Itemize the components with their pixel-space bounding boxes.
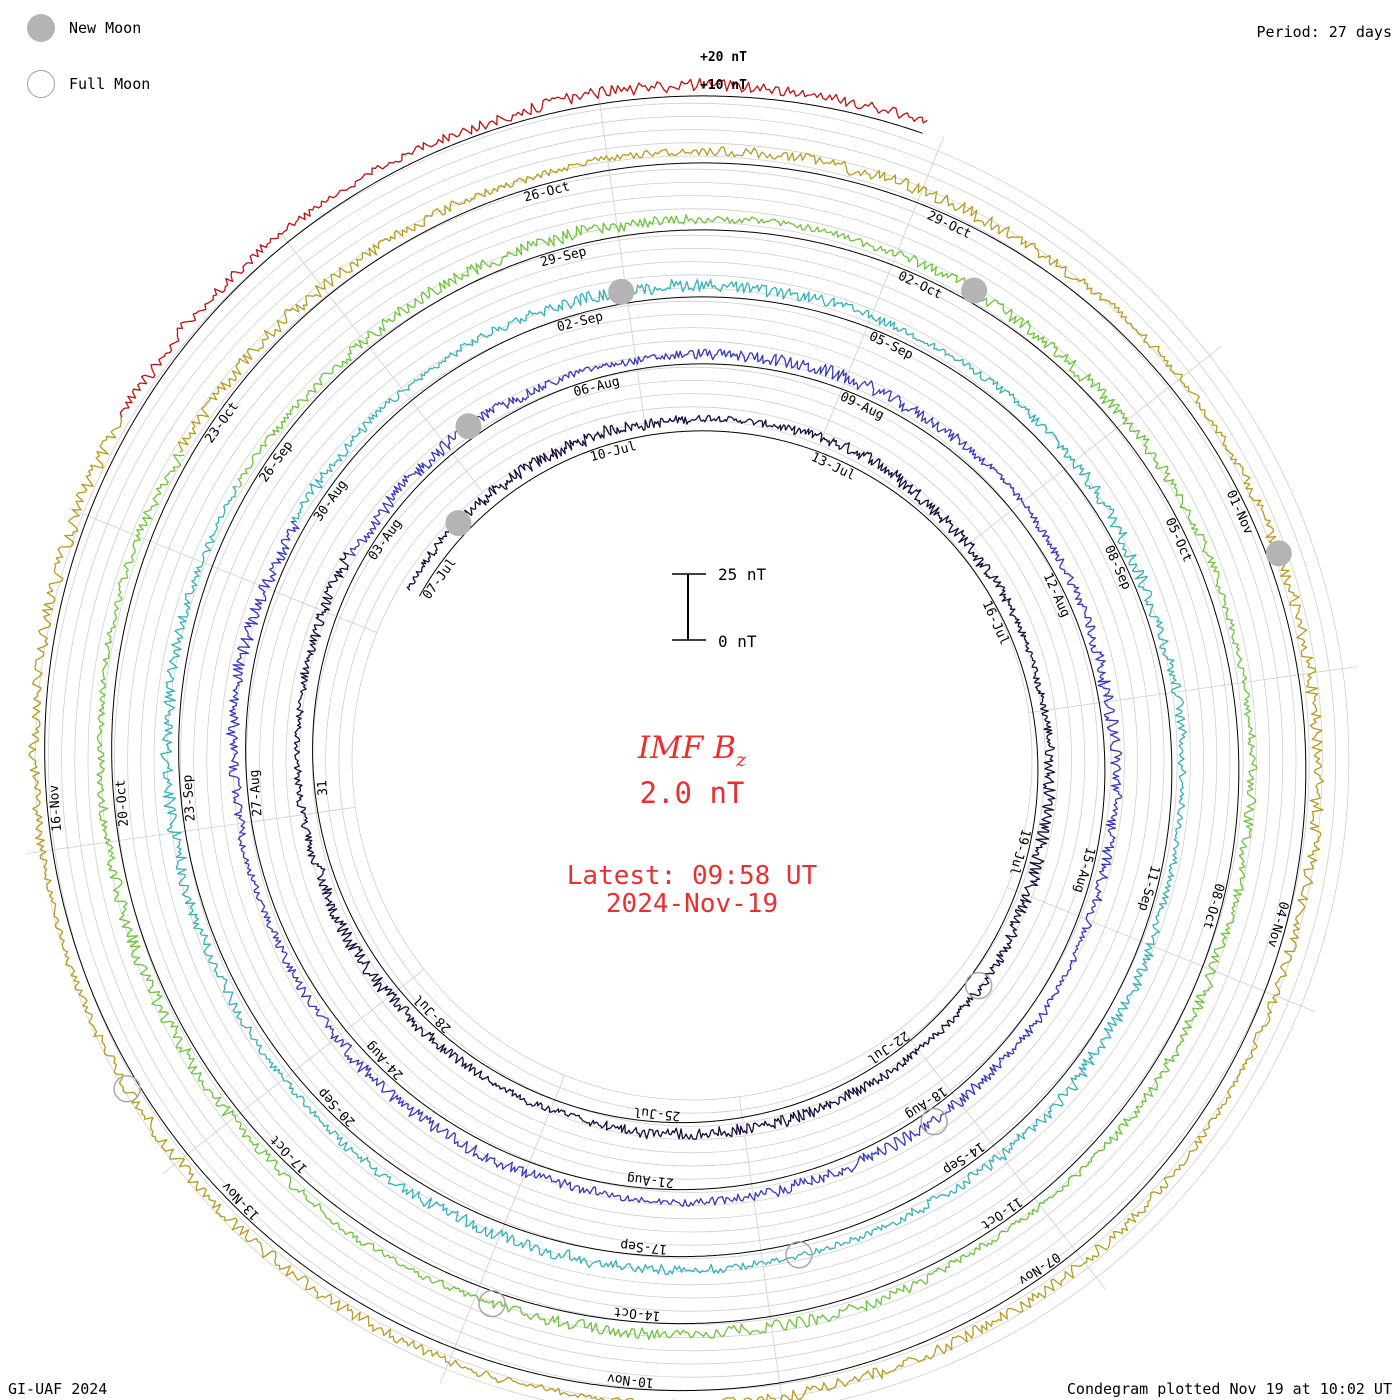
date-label: 17-Oct — [267, 1132, 311, 1176]
new-moon-marker — [1265, 540, 1292, 567]
date-label: 23-Sep — [180, 774, 198, 822]
series-baseline — [245, 363, 1106, 1191]
date-label: 11-Oct — [978, 1194, 1025, 1233]
series-baseline — [312, 430, 1039, 1124]
new-moon-marker — [445, 510, 472, 537]
scale-bottom-label: 0 nT — [718, 632, 757, 651]
date-label: 11-Sep — [1135, 863, 1162, 912]
date-label: 21-Aug — [626, 1170, 674, 1190]
grid-spoke — [439, 1075, 565, 1384]
grid-ring — [298, 366, 1086, 1154]
title-subscript: z — [735, 749, 747, 771]
series-line-rotation-1 — [293, 414, 1056, 1140]
chart-title: IMF Bz — [637, 730, 747, 771]
new-moon-marker — [961, 277, 988, 304]
series-line-rotation-6 — [119, 77, 928, 418]
grid-spoke — [598, 94, 646, 424]
latest-time: Latest: 09:58 UT — [567, 861, 818, 891]
credit-label: GI-UAF 2024 — [8, 1380, 108, 1398]
grid-ring — [219, 287, 1165, 1233]
date-label: 30-Aug — [311, 477, 351, 524]
full-moon-marker — [785, 1241, 813, 1269]
plotted-label: Condegram plotted Nov 19 at 10:02 UT — [1066, 1380, 1392, 1398]
grid-ring — [325, 393, 1059, 1127]
date-label: 25-Jul — [633, 1103, 681, 1123]
moon-markers — [113, 277, 1292, 1318]
full-moon-icon — [27, 70, 55, 98]
series-line-rotation-3 — [160, 278, 1187, 1276]
legend-full-moon-label: Full Moon — [69, 75, 151, 93]
grid-ring — [245, 313, 1139, 1207]
grid-ring — [74, 142, 1310, 1378]
grid-ring — [285, 353, 1099, 1167]
grid-spoke — [26, 806, 356, 854]
full-moon-marker — [964, 971, 993, 1000]
latest-date: 2024-Nov-19 — [606, 889, 778, 919]
grid-ring — [153, 221, 1231, 1299]
date-label: 08-Oct — [1199, 882, 1226, 931]
date-label: 13-Nov — [219, 1178, 263, 1222]
date-label: 09-Aug — [838, 390, 887, 424]
series-line-rotation-5 — [28, 146, 1325, 1400]
date-label: 23-Oct — [202, 399, 242, 446]
legend-new-moon: New Moon — [27, 14, 141, 42]
grid-ring — [272, 340, 1112, 1180]
series-line-rotation-2 — [226, 348, 1123, 1208]
full-moon-marker — [113, 1075, 141, 1103]
date-label: 14-Oct — [613, 1303, 661, 1323]
grid-ring — [87, 155, 1297, 1365]
series-line-rotation-4 — [96, 214, 1258, 1341]
new-moon-icon — [27, 14, 55, 42]
series-baseline — [111, 229, 1240, 1325]
grid-ring — [48, 116, 1336, 1400]
grid-spoke — [959, 345, 1222, 552]
date-label: 19-Jul — [1006, 827, 1033, 876]
date-label: 14-Sep — [940, 1138, 987, 1177]
grid-ring — [166, 234, 1218, 1286]
date-label: 20-Oct — [113, 779, 131, 827]
new-moon-marker — [455, 413, 482, 440]
legend-new-moon-label: New Moon — [69, 19, 142, 37]
series-baseline — [44, 162, 1307, 1392]
date-label: 31 — [315, 780, 331, 797]
grid-spoke — [1028, 666, 1358, 714]
series-baseline — [131, 95, 923, 424]
period-label: Period: 27 days — [1256, 23, 1392, 41]
date-label: 12-Aug — [1040, 571, 1073, 620]
grid-spoke — [277, 230, 484, 493]
full-moon-marker — [478, 1289, 506, 1318]
new-moon-marker — [608, 278, 635, 305]
date-label: 17-Sep — [619, 1237, 667, 1257]
grid-spoke — [1007, 887, 1316, 1013]
date-label: 27-Aug — [247, 769, 265, 817]
full-moon-marker — [920, 1107, 948, 1136]
date-label: 16-Nov — [47, 784, 65, 832]
grid-ring — [338, 406, 1046, 1114]
scale-top-label: 25 nT — [718, 565, 767, 584]
legend-full-moon: Full Moon — [27, 70, 150, 98]
ref-level-20: +20 nT — [700, 50, 747, 65]
date-label: 18-Aug — [902, 1083, 949, 1122]
date-label: 01-Nov — [1223, 488, 1256, 537]
grid-ring — [193, 261, 1191, 1259]
ref-level-10: +10 nT — [700, 78, 747, 93]
grid-ring — [140, 208, 1244, 1312]
series-group — [28, 77, 1325, 1400]
date-label: 08-Sep — [1101, 543, 1134, 592]
date-label: 02-Oct — [896, 269, 945, 303]
grid-ring — [259, 327, 1125, 1193]
date-label: 13-Jul — [809, 450, 858, 484]
current-value: 2.0 nT — [640, 776, 745, 810]
scale-bar: 25 nT 0 nT — [672, 565, 767, 651]
date-label: 16-Jul — [979, 598, 1012, 647]
date-label: 07-Jul — [420, 556, 460, 603]
grid-ring — [206, 274, 1178, 1246]
date-label: 10-Nov — [606, 1370, 654, 1390]
date-label: 15-Aug — [1070, 845, 1097, 894]
series-baseline — [178, 296, 1173, 1258]
grid-ring — [127, 195, 1257, 1325]
grid-spoke — [738, 1096, 783, 1400]
